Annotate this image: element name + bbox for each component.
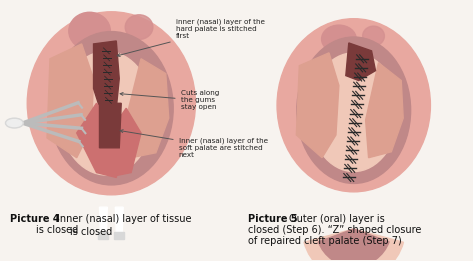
Text: inner (nasal) layer of the
hard palate is stitched
first: inner (nasal) layer of the hard palate i… bbox=[117, 19, 265, 56]
Ellipse shape bbox=[322, 25, 356, 53]
Polygon shape bbox=[47, 44, 94, 158]
Polygon shape bbox=[99, 103, 121, 148]
Polygon shape bbox=[346, 43, 376, 81]
Ellipse shape bbox=[60, 51, 153, 175]
Text: closed (Step 6). “Z” shaped closure: closed (Step 6). “Z” shaped closure bbox=[248, 225, 421, 235]
Polygon shape bbox=[114, 232, 124, 239]
Text: Picture 5: Picture 5 bbox=[248, 214, 298, 224]
Ellipse shape bbox=[297, 37, 411, 183]
Wedge shape bbox=[304, 229, 403, 261]
Ellipse shape bbox=[6, 118, 23, 128]
Text: Outer (oral) layer is: Outer (oral) layer is bbox=[289, 214, 385, 224]
Polygon shape bbox=[126, 59, 169, 158]
Text: Inner (nasal) layer of tissue: Inner (nasal) layer of tissue bbox=[57, 214, 192, 224]
Text: of repaired cleft palate (Step 7): of repaired cleft palate (Step 7) bbox=[248, 236, 402, 246]
Polygon shape bbox=[115, 207, 123, 232]
Text: Picture 4: Picture 4 bbox=[10, 214, 60, 224]
Ellipse shape bbox=[125, 15, 153, 39]
Ellipse shape bbox=[363, 26, 385, 46]
Wedge shape bbox=[318, 229, 389, 261]
Text: Cuts along
the gums
stay open: Cuts along the gums stay open bbox=[120, 90, 219, 110]
Text: Inner (nasal) layer of the
soft palate are stitched
next: Inner (nasal) layer of the soft palate a… bbox=[120, 130, 268, 158]
Polygon shape bbox=[114, 108, 141, 175]
Ellipse shape bbox=[277, 19, 430, 192]
Polygon shape bbox=[98, 232, 108, 239]
Polygon shape bbox=[99, 207, 107, 232]
Text: is closed: is closed bbox=[70, 227, 113, 237]
Ellipse shape bbox=[69, 12, 110, 50]
Ellipse shape bbox=[50, 32, 173, 185]
Ellipse shape bbox=[309, 53, 398, 171]
Polygon shape bbox=[94, 41, 119, 113]
Text: is closed: is closed bbox=[36, 225, 78, 235]
Polygon shape bbox=[297, 53, 339, 158]
Polygon shape bbox=[366, 63, 403, 158]
Ellipse shape bbox=[27, 12, 195, 195]
Ellipse shape bbox=[7, 120, 22, 127]
Polygon shape bbox=[77, 103, 121, 177]
